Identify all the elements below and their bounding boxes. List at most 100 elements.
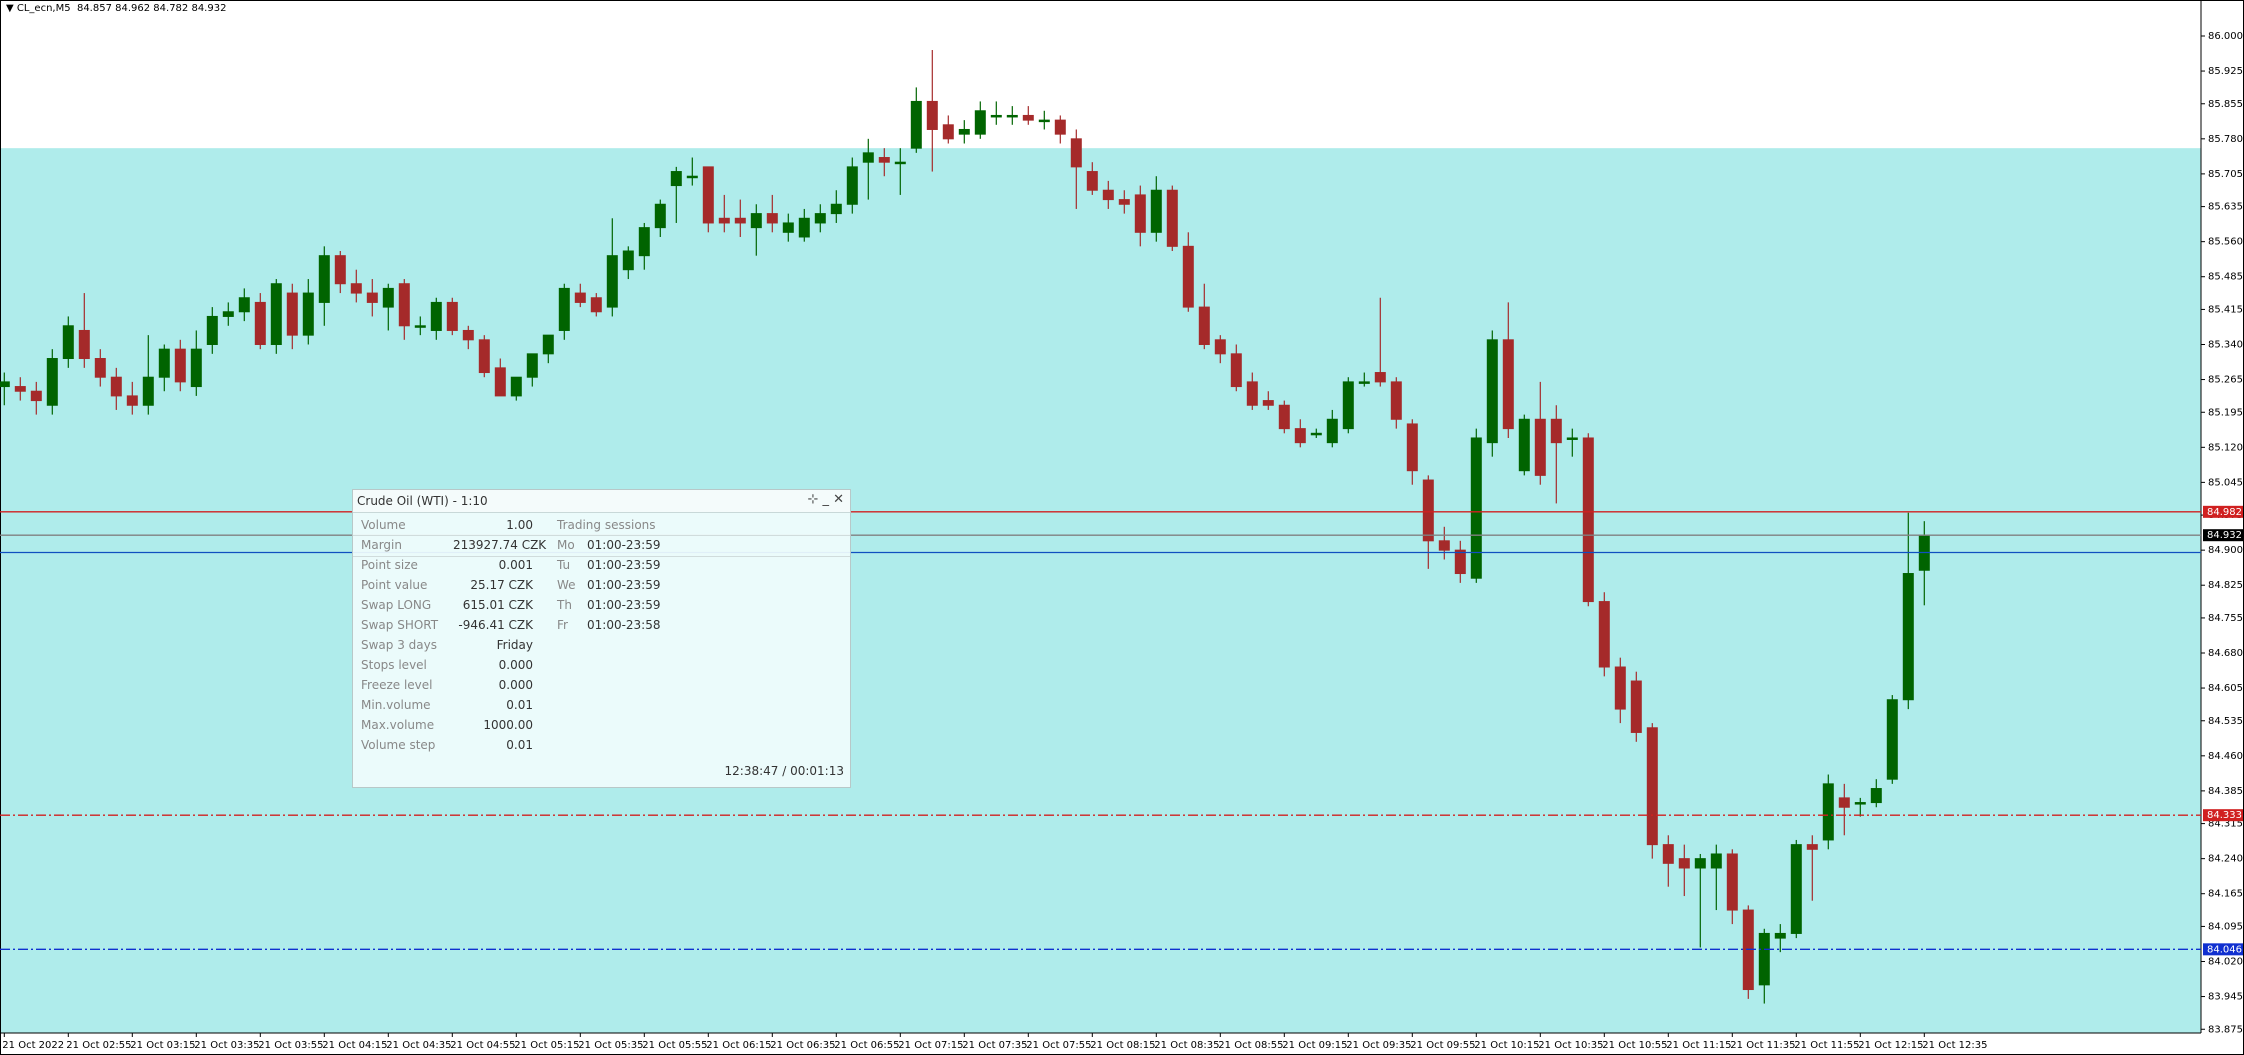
y-tick-label: 84.095	[2208, 921, 2243, 932]
candle-body	[702, 166, 714, 224]
candle-body	[1870, 788, 1882, 804]
candle-body	[1326, 418, 1338, 444]
candle-body	[574, 292, 586, 303]
y-tick-label: 85.705	[2208, 169, 2243, 180]
y-tick-label: 84.020	[2208, 956, 2243, 967]
chart-header: ▼ CL_ecn,M5 84.857 84.962 84.782 84.932	[6, 3, 227, 14]
candle-body	[414, 325, 426, 328]
y-tick-label: 85.265	[2208, 375, 2243, 386]
candle-body	[1166, 189, 1178, 247]
x-tick-label: 21 Oct 04:15	[322, 1040, 387, 1051]
candle-body	[478, 339, 490, 374]
session-hours: 01:00-23:59	[587, 598, 661, 612]
candle-body	[1726, 853, 1738, 911]
candle-body	[1038, 119, 1050, 123]
candle-body	[1022, 114, 1034, 121]
x-tick-label: 21 Oct 10:15	[1474, 1040, 1539, 1051]
candle-body	[798, 217, 810, 238]
price-tag-label: 84.932	[2207, 530, 2242, 541]
candle-body	[878, 157, 890, 163]
y-tick-label: 85.415	[2208, 304, 2243, 315]
candle-body	[334, 255, 346, 285]
y-tick-label: 85.925	[2208, 66, 2243, 77]
candle-body	[318, 255, 330, 303]
y-tick-label: 85.195	[2208, 407, 2243, 418]
y-tick-label: 84.460	[2208, 751, 2243, 762]
candle-body	[1710, 853, 1722, 869]
panel-time: 12:38:47 / 00:01:13	[724, 764, 844, 778]
y-tick-label: 85.120	[2208, 442, 2243, 453]
price-tag	[2203, 943, 2243, 956]
candle-body	[366, 292, 378, 303]
y-tick-label: 84.165	[2208, 889, 2243, 900]
candle-body	[1102, 189, 1114, 201]
y-tick-label: 85.340	[2208, 339, 2243, 350]
session-hours: 01:00-23:59	[587, 538, 661, 552]
panel-controls[interactable]: ⊹ _ ✕	[807, 492, 844, 507]
candle-body	[1678, 858, 1690, 869]
candle-body	[846, 166, 858, 205]
candle-body	[158, 348, 170, 378]
candle-body	[990, 114, 1002, 118]
candle-body	[590, 297, 602, 313]
candle-body	[894, 161, 906, 165]
candle-body	[30, 390, 42, 402]
info-label: Volume step	[361, 738, 436, 752]
x-tick-label: 21 Oct 07:55	[1026, 1040, 1091, 1051]
y-tick-label: 84.535	[2208, 716, 2243, 727]
candle-body	[686, 175, 698, 179]
candle-body	[446, 301, 458, 331]
candle-body	[1662, 844, 1674, 864]
symbol: CL_ecn,M5	[16, 3, 71, 14]
y-tick-label: 84.680	[2208, 648, 2243, 659]
info-value: 0.000	[498, 678, 533, 692]
info-label: Point size	[361, 558, 418, 572]
candle-body	[1342, 381, 1354, 430]
info-label: Swap 3 days	[361, 638, 437, 652]
candle-body	[1598, 601, 1610, 668]
info-value: Friday	[496, 638, 533, 652]
info-label: Volume	[361, 518, 406, 532]
candle-body	[1758, 932, 1770, 986]
candle-body	[1502, 339, 1514, 430]
candle-body	[1822, 783, 1834, 841]
y-tick-label: 83.875	[2208, 1024, 2243, 1035]
candle-body	[462, 329, 474, 341]
candle-body	[302, 292, 314, 336]
info-label: Stops level	[361, 658, 427, 672]
candle-body	[814, 213, 826, 224]
x-tick-label: 21 Oct 05:55	[642, 1040, 707, 1051]
candle-body	[494, 367, 506, 397]
candle-body	[430, 301, 442, 331]
candle-body	[1230, 353, 1242, 388]
candle-body	[206, 315, 218, 345]
candle-body	[398, 283, 410, 327]
candle-body	[830, 203, 842, 215]
candle-body	[1566, 437, 1578, 440]
candle-body	[1582, 437, 1594, 603]
candle-body	[1854, 802, 1866, 805]
info-value: 213927.74 CZK	[453, 538, 547, 552]
session-hours: 01:00-23:59	[587, 558, 661, 572]
y-tick-label: 84.755	[2208, 613, 2243, 624]
session-day: Tu	[557, 558, 571, 572]
candle-body	[1150, 189, 1162, 233]
y-tick-label: 85.560	[2208, 237, 2243, 248]
info-value: 0.01	[506, 738, 533, 752]
x-tick-label: 21 Oct 03:35	[194, 1040, 259, 1051]
sessions-title: Trading sessions	[557, 518, 656, 532]
candle-body	[1262, 400, 1274, 406]
candle-body	[1614, 666, 1626, 710]
x-tick-label: 21 Oct 07:35	[962, 1040, 1027, 1051]
x-tick-label: 21 Oct 03:55	[258, 1040, 323, 1051]
ohlc-readout: 84.857 84.962 84.782 84.932	[76, 3, 227, 14]
x-tick-label: 21 Oct 11:35	[1730, 1040, 1795, 1051]
candle-body	[1438, 540, 1450, 551]
candle-body	[1182, 245, 1194, 308]
candle-body	[670, 171, 682, 187]
x-tick-label: 21 Oct 06:15	[706, 1040, 771, 1051]
x-tick-label: 21 Oct 03:15	[130, 1040, 195, 1051]
candle-body	[1630, 680, 1642, 733]
candle-body	[1902, 573, 1914, 701]
symbol-info-panel: Crude Oil (WTI) - 1:10 ⊹ _ ✕ Volume 1.00 M…	[352, 489, 851, 788]
